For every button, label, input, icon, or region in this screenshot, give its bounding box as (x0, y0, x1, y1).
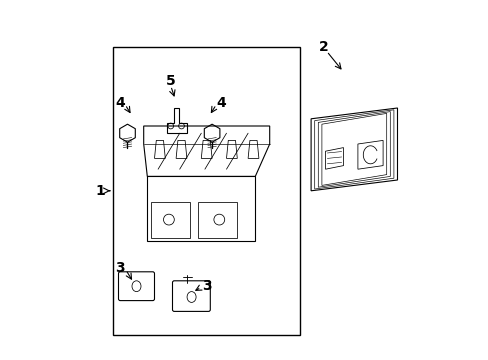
Text: 3: 3 (202, 279, 211, 293)
Text: 2: 2 (318, 40, 328, 54)
Text: 3: 3 (115, 261, 125, 275)
Text: 4: 4 (115, 96, 125, 109)
Text: 1: 1 (96, 184, 105, 198)
Bar (113, 47, 300, 335)
Text: 4: 4 (216, 96, 225, 109)
Text: 5: 5 (165, 74, 175, 88)
